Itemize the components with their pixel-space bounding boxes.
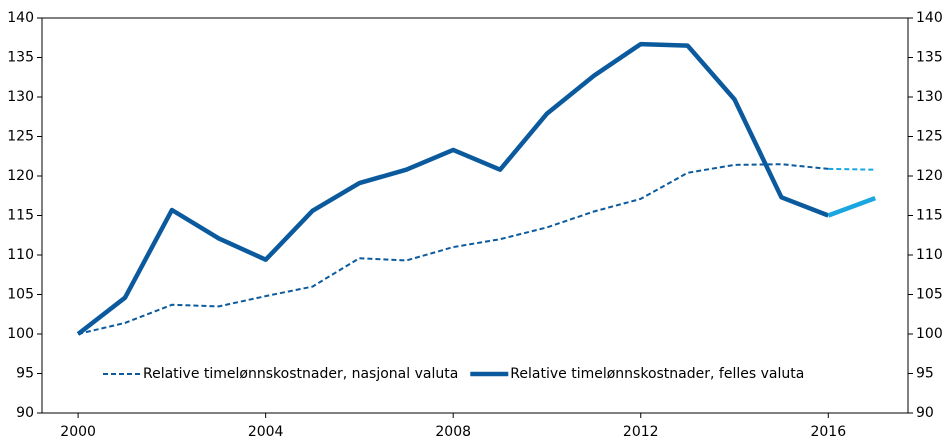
series-line [76,41,830,336]
x-tick-label: 2000 [60,424,96,440]
x-tick-label: 2012 [623,424,659,440]
y-tick-label: 110 [7,247,34,263]
y2-tick-label: 140 [916,10,943,26]
y2-tick-label: 90 [916,405,934,421]
y-tick-label: 140 [7,10,34,26]
y2-tick-label: 105 [916,287,943,303]
y-tick-label: 100 [7,326,34,342]
series-line [77,163,829,335]
y2-tick-label: 95 [916,366,934,382]
x-tick-label: 2008 [435,424,471,440]
y-tick-label: 105 [7,287,34,303]
legend-label: Relative timelønnskostnader, nasjonal va… [143,366,458,382]
y-tick-label: 95 [16,366,34,382]
projection-line [827,195,876,218]
x-tick-label: 2016 [810,424,846,440]
legend-label: Relative timelønnskostnader, felles valu… [510,366,804,382]
y2-tick-label: 115 [916,208,943,224]
y2-tick-label: 125 [916,129,943,145]
y2-tick-label: 120 [916,168,943,184]
y2-tick-label: 135 [916,50,943,66]
y2-tick-label: 130 [916,89,943,105]
x-tick-label: 2004 [248,424,284,440]
projection-line [828,167,876,171]
y2-tick-label: 100 [916,326,943,342]
y-tick-label: 90 [16,405,34,421]
y-tick-label: 130 [7,89,34,105]
y-tick-label: 120 [7,168,34,184]
y-tick-label: 135 [7,50,34,66]
plot-frame [41,17,909,414]
y-tick-label: 115 [7,208,34,224]
y2-tick-label: 110 [916,247,943,263]
y-tick-label: 125 [7,129,34,145]
